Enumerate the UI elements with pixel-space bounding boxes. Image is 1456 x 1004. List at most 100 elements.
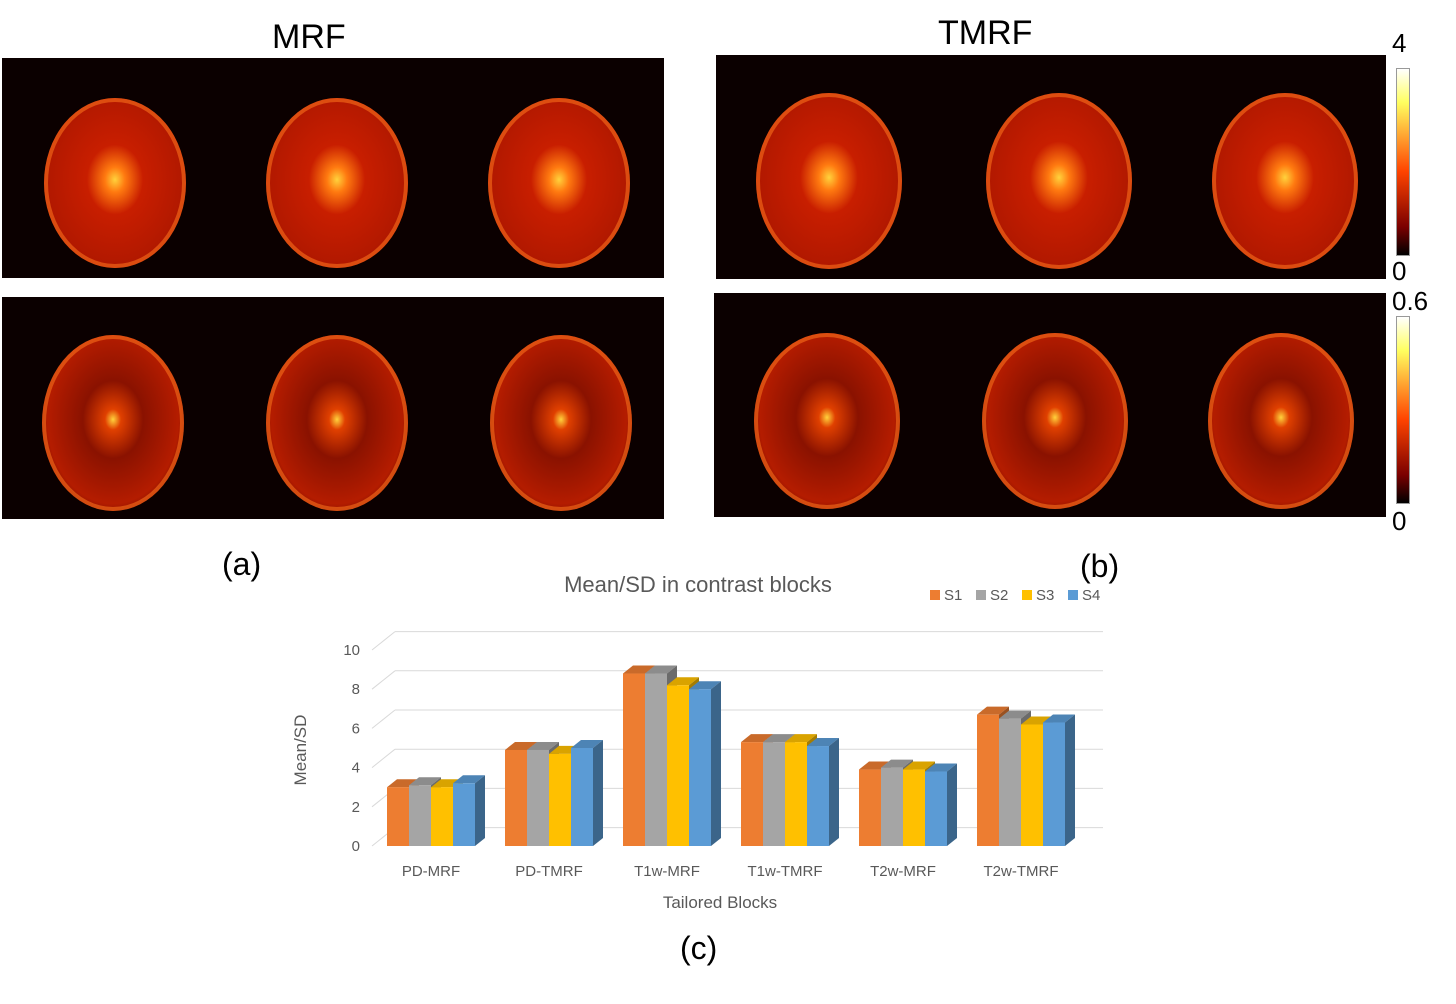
- x-tick-label: T1w-TMRF: [748, 863, 823, 880]
- bar-s2-t1w-mrf: [645, 673, 667, 846]
- bar-s4-pd-mrf: [453, 783, 475, 846]
- bar-s3-t1w-tmrf: [785, 742, 807, 846]
- bar-chart: Mean/SD in contrast blocks Tailored Bloc…: [280, 560, 1140, 920]
- brain-slice: [1208, 333, 1354, 509]
- bar-s2-t2w-tmrf: [999, 718, 1021, 846]
- chart-title: Mean/SD in contrast blocks: [564, 572, 832, 597]
- chart-legend: S1 S2 S3 S4: [930, 587, 1100, 604]
- bar-top: [977, 706, 1009, 715]
- brain-slice: [1212, 93, 1358, 269]
- bar-side: [711, 681, 721, 846]
- bar-chart-svg: Mean/SD in contrast blocks Tailored Bloc…: [291, 572, 1103, 912]
- legend-swatch: [976, 590, 986, 600]
- bar-side: [829, 738, 839, 846]
- bar-side: [947, 763, 957, 846]
- legend-swatch: [1068, 590, 1078, 600]
- bar-top: [645, 665, 677, 674]
- bar-s4-t2w-mrf: [925, 771, 947, 846]
- bar-s3-pd-tmrf: [549, 753, 571, 846]
- bar-series: [387, 665, 1075, 846]
- bar-s2-t2w-mrf: [881, 767, 903, 846]
- bar-top: [453, 775, 485, 784]
- x-tick-labels: PD-MRF PD-TMRF T1w-MRF T1w-TMRF T2w-MRF T2w-T…: [402, 863, 1059, 880]
- bar-s1-t2w-tmrf: [977, 714, 999, 846]
- bar-s1-pd-mrf: [387, 787, 409, 846]
- bar-top: [807, 738, 839, 747]
- brain-slice: [754, 333, 900, 509]
- bar-s4-t2w-tmrf: [1043, 722, 1065, 846]
- y-tick-labels: 0 2 4 6 8 10: [343, 642, 360, 855]
- tmrf-pd-map-strip: [716, 55, 1386, 279]
- mrf-title: MRF: [272, 18, 346, 56]
- bar-s2-pd-mrf: [409, 785, 431, 846]
- bar-top: [763, 734, 795, 743]
- legend-label: S1: [944, 587, 962, 604]
- bar-side: [475, 775, 485, 846]
- bar-top: [903, 761, 935, 770]
- bar-top: [689, 681, 721, 690]
- brain-slice: [42, 335, 184, 511]
- bar-s3-pd-mrf: [431, 787, 453, 846]
- bar-s1-t1w-tmrf: [741, 742, 763, 846]
- brain-slice: [756, 93, 902, 269]
- x-tick-label: PD-MRF: [402, 863, 460, 880]
- y-tick-label: 0: [352, 838, 360, 855]
- bar-s1-t1w-mrf: [623, 673, 645, 846]
- bar-side: [593, 740, 603, 846]
- bar-s1-t2w-mrf: [859, 769, 881, 846]
- bar-s4-t1w-mrf: [689, 689, 711, 846]
- bar-side: [1065, 714, 1075, 846]
- y-tick-label: 2: [352, 799, 360, 816]
- legend-swatch: [930, 590, 940, 600]
- brain-slice: [488, 98, 630, 268]
- bar-s2-t1w-tmrf: [763, 742, 785, 846]
- subfigure-label-a: (a): [222, 546, 262, 582]
- tmrf-t2-map-strip: [714, 293, 1386, 517]
- legend-label: S3: [1036, 587, 1054, 604]
- colorbar-max-label: 4: [1392, 28, 1407, 58]
- bar-top: [623, 665, 655, 674]
- x-tick-label: T2w-MRF: [870, 863, 936, 880]
- y-tick-label: 8: [352, 681, 360, 698]
- grid-line-diagonal: [371, 709, 396, 729]
- subfigure-label-c: (c): [680, 930, 718, 966]
- bar-top: [571, 740, 603, 748]
- bar-s3-t1w-mrf: [667, 685, 689, 846]
- colorbar-t2: [1396, 316, 1410, 504]
- bar-top: [999, 710, 1031, 719]
- x-tick-label: T1w-MRF: [634, 863, 700, 880]
- y-axis-label: Mean/SD: [291, 715, 310, 786]
- brain-slice: [266, 98, 408, 268]
- bar-s1-pd-tmrf: [505, 749, 527, 846]
- bar-top: [409, 777, 441, 786]
- bar-top: [527, 741, 559, 750]
- legend-label: S4: [1082, 587, 1100, 604]
- bar-top: [785, 734, 817, 743]
- bar-s2-pd-tmrf: [527, 749, 549, 846]
- bar-s4-pd-tmrf: [571, 748, 593, 846]
- bar-top: [505, 741, 537, 750]
- colorbar-min-label: 0: [1392, 256, 1407, 286]
- y-tick-label: 10: [343, 642, 360, 659]
- bar-top: [881, 759, 913, 768]
- grid-line-diagonal: [371, 631, 396, 651]
- legend-swatch: [1022, 590, 1032, 600]
- brain-slice: [44, 98, 186, 268]
- bar-top: [1043, 714, 1075, 723]
- bar-s3-t2w-tmrf: [1021, 724, 1043, 846]
- y-tick-label: 4: [352, 760, 360, 777]
- legend-label: S2: [990, 587, 1008, 604]
- y-tick-label: 6: [352, 720, 360, 737]
- brain-slice: [266, 335, 408, 511]
- bar-top: [667, 677, 699, 686]
- colorbar-max-label: 0.6: [1392, 286, 1429, 316]
- x-tick-label: T2w-TMRF: [984, 863, 1059, 880]
- grid-line-diagonal: [371, 748, 396, 768]
- brain-slice: [986, 93, 1132, 269]
- bar-s4-t1w-tmrf: [807, 746, 829, 846]
- grid-line-diagonal: [371, 670, 396, 690]
- subfigure-label-b: (b): [1080, 548, 1120, 584]
- brain-slice: [982, 333, 1128, 509]
- colorbar-pd: [1396, 68, 1410, 256]
- mrf-pd-map-strip: [2, 58, 664, 278]
